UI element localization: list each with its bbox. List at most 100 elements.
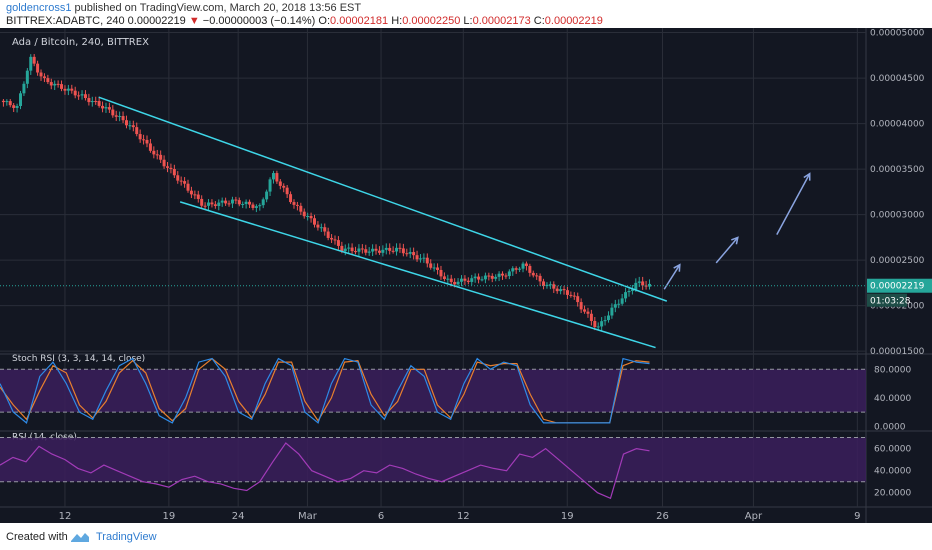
candle-body [8, 101, 12, 106]
candle-body [124, 120, 128, 126]
chart-area[interactable]: 12 19 24 Mar 6 12 19 26 Apr 9 0.00005000 0.00004500… [0, 28, 932, 523]
candle-body [391, 250, 395, 252]
candle-body [258, 205, 262, 207]
candle-body [217, 202, 221, 206]
candle-body [504, 275, 508, 277]
candle-body [234, 199, 238, 201]
candle-body [56, 83, 60, 85]
candle-body [196, 194, 200, 199]
high-label: H: [391, 15, 403, 27]
y-tick-label: 0.00001500 [870, 347, 925, 357]
candle-body [49, 82, 53, 86]
author-link[interactable]: goldencross1 [6, 2, 72, 14]
countdown-tag [867, 293, 907, 307]
candle-body [295, 204, 299, 206]
candle-body [46, 78, 50, 83]
candle-body [497, 273, 501, 277]
oscillator-y-tick-label: 40.0000 [874, 467, 911, 477]
candle-body [107, 107, 111, 110]
candle-body [237, 200, 241, 205]
publish-line: goldencross1 published on TradingView.co… [6, 2, 361, 14]
candle-body [63, 88, 67, 91]
low-value: 0.00002173 [472, 15, 531, 27]
candle-body [364, 249, 368, 253]
channel-upper-line [98, 96, 668, 302]
candle-body [593, 320, 597, 328]
candle-body [248, 201, 252, 205]
low-label: L: [463, 15, 473, 27]
x-tick-label: Apr [745, 511, 763, 522]
candle-body [634, 282, 638, 290]
oscillator-y-tick-label: 40.0000 [874, 394, 911, 404]
candle-body [347, 247, 351, 249]
candle-body [306, 216, 310, 218]
candle-body [302, 211, 306, 217]
candle-body [644, 285, 648, 287]
candle-body [22, 83, 26, 94]
candle-body [12, 105, 16, 108]
candle-body [624, 292, 628, 299]
candle-body [275, 173, 279, 182]
candle-body [145, 139, 149, 144]
candle-body [152, 150, 156, 155]
y-tick-label: 0.00004500 [870, 74, 925, 84]
candle-body [436, 267, 440, 270]
tradingview-brand-link[interactable]: TradingView [96, 531, 157, 543]
candle-body [299, 205, 303, 212]
oscillator-y-tick-label: 80.0000 [874, 365, 911, 375]
candle-body [135, 127, 139, 135]
candle-body [189, 190, 193, 195]
candle-body [162, 159, 166, 167]
publish-text: published on TradingView.com, March 20, … [74, 2, 362, 14]
candle-body [111, 109, 115, 116]
candle-body [179, 180, 183, 182]
candle-body [415, 255, 419, 260]
symbol-info-line: BITTREX:ADABTC, 240 0.00002219 ▼ −0.0000… [6, 15, 603, 27]
candle-body [36, 63, 40, 73]
candle-body [354, 251, 358, 253]
candle-body [316, 224, 320, 228]
candle-body [483, 275, 487, 280]
candle-body [323, 227, 327, 232]
x-tick-label: Mar [298, 511, 318, 522]
candle-body [617, 303, 621, 305]
candle-body [278, 181, 282, 186]
projection-arrow [715, 236, 739, 264]
candle-body [603, 320, 607, 322]
open-value: 0.00002181 [330, 15, 389, 27]
candle-body [343, 248, 347, 252]
candle-body [155, 154, 159, 156]
candle-body [610, 307, 614, 316]
tradingview-logo-icon[interactable] [70, 531, 90, 543]
candle-body [285, 187, 289, 195]
change-text: −0.00000003 (−0.14%) [202, 15, 316, 27]
candle-body [90, 101, 94, 103]
candle-body [70, 88, 74, 91]
candle-body [583, 309, 587, 312]
candle-body [203, 205, 207, 207]
candle-body [289, 194, 293, 203]
candle-body [613, 304, 617, 308]
candle-body [477, 276, 481, 280]
candle-body [357, 248, 361, 252]
footer-bar: Created with TradingView [0, 523, 932, 550]
candle-body [579, 302, 583, 310]
candle-body [80, 94, 84, 96]
candle-body [470, 278, 474, 282]
candle-body [518, 268, 522, 270]
candle-body [159, 154, 163, 160]
candle-body [183, 181, 187, 184]
x-tick-label: 19 [561, 511, 574, 522]
candle-body [360, 248, 364, 250]
candle-body [169, 167, 173, 169]
candle-body [606, 315, 610, 321]
candle-body [459, 278, 463, 282]
oscillator-y-tick-label: 20.0000 [874, 489, 911, 499]
candle-body [227, 203, 231, 205]
candle-body [220, 200, 224, 203]
candle-body [241, 203, 245, 205]
candle-body [480, 279, 484, 281]
chart-canvas[interactable]: 12 19 24 Mar 6 12 19 26 Apr 9 0.00005000 0.00004500… [0, 28, 932, 523]
y-tick-label: 0.00003000 [870, 211, 925, 221]
candle-body [251, 204, 255, 208]
